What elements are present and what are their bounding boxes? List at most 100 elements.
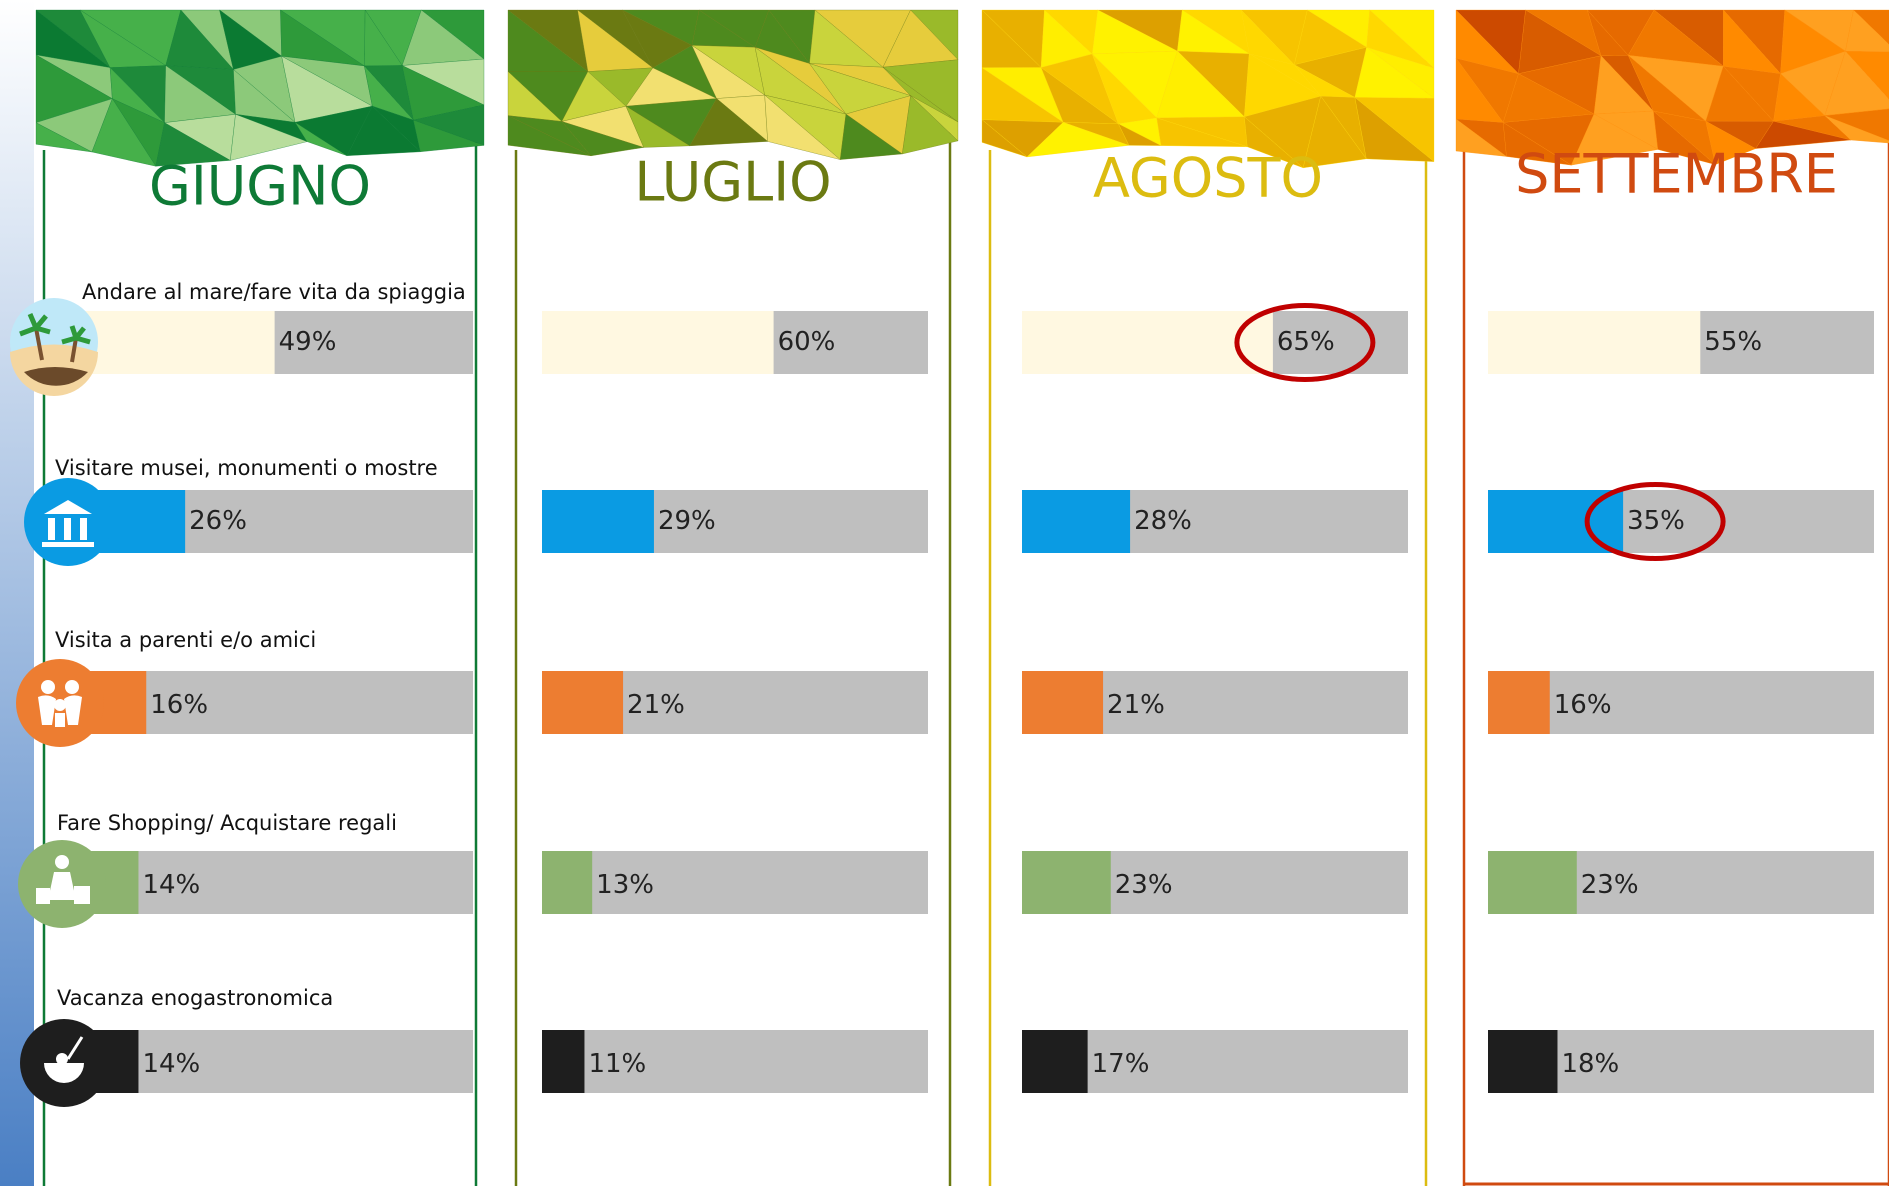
month-panel: GIUGNO 49% 26% 16% 14% 14% bbox=[35, 9, 485, 1186]
mosaic-tile bbox=[35, 122, 92, 153]
mosaic-tile bbox=[155, 122, 231, 167]
category-label: Andare al mare/fare vita da spiaggia bbox=[82, 280, 466, 304]
month-panel: SETTEMBRE 55% 35% 16% 23% 18% bbox=[1455, 9, 1889, 1186]
mosaic-tile bbox=[561, 121, 644, 156]
mosaic-tile bbox=[840, 113, 903, 160]
mosaic-tile bbox=[1755, 121, 1851, 149]
bar bbox=[1488, 851, 1577, 914]
mosaic-tile bbox=[1571, 113, 1659, 166]
bar-track bbox=[84, 851, 473, 914]
value-label: 16% bbox=[150, 690, 208, 720]
bar-track bbox=[542, 851, 928, 914]
bar bbox=[1488, 671, 1550, 734]
mosaic-tile bbox=[1705, 120, 1756, 165]
value-label: 18% bbox=[1561, 1049, 1619, 1079]
mosaic-tile bbox=[902, 95, 959, 155]
header-mosaic bbox=[507, 9, 959, 160]
mosaic-tile bbox=[1653, 110, 1716, 165]
mosaic-tile bbox=[230, 114, 308, 161]
value-label: 14% bbox=[142, 870, 200, 900]
value-label: 17% bbox=[1092, 1049, 1150, 1079]
bar bbox=[542, 311, 774, 374]
month-panel: LUGLIO 60% 29% 21% 13% 11% bbox=[507, 9, 959, 1186]
bar bbox=[1022, 671, 1104, 734]
value-label: 11% bbox=[588, 1049, 646, 1079]
header-mosaic bbox=[1455, 9, 1889, 166]
icon-family bbox=[16, 659, 104, 747]
bar bbox=[1022, 1030, 1088, 1093]
highlight-circle bbox=[1584, 482, 1726, 561]
mosaic-tile bbox=[346, 105, 421, 156]
category-label: Visitare musei, monumenti o mostre bbox=[55, 456, 438, 480]
value-label: 21% bbox=[627, 690, 685, 720]
bar-track bbox=[84, 1030, 473, 1093]
month-title: GIUGNO bbox=[149, 155, 371, 218]
bar-track bbox=[84, 671, 473, 734]
category-label: Fare Shopping/ Acquistare regali bbox=[57, 811, 397, 835]
side-strip bbox=[0, 0, 34, 1186]
mosaic-tile bbox=[1244, 116, 1304, 168]
mosaic-tile bbox=[764, 94, 841, 160]
value-label: 23% bbox=[1581, 870, 1639, 900]
mosaic-tile bbox=[625, 105, 691, 148]
mosaic-tile bbox=[294, 122, 348, 156]
bar bbox=[542, 1030, 585, 1093]
icon-museum bbox=[24, 478, 112, 566]
value-label: 55% bbox=[1704, 327, 1762, 357]
bar bbox=[1022, 311, 1273, 374]
mosaic-tile bbox=[1156, 117, 1248, 147]
value-label: 21% bbox=[1107, 690, 1165, 720]
mosaic-tile bbox=[981, 119, 1028, 158]
mosaic-tile bbox=[1824, 115, 1889, 144]
bar-track bbox=[1488, 671, 1874, 734]
icons bbox=[10, 298, 112, 1107]
bar bbox=[1488, 311, 1701, 374]
value-label: 14% bbox=[142, 1049, 200, 1079]
month-title: LUGLIO bbox=[634, 151, 831, 214]
mosaic-tile bbox=[1354, 97, 1435, 162]
bar bbox=[1488, 1030, 1558, 1093]
value-label: 35% bbox=[1627, 506, 1685, 536]
bar-track bbox=[542, 1030, 928, 1093]
category-label: Visita a parenti e/o amici bbox=[55, 628, 316, 652]
panel-border bbox=[514, 20, 952, 1186]
month-title: AGOSTO bbox=[1093, 147, 1323, 210]
panel-border bbox=[1462, 20, 1889, 1186]
panel-border bbox=[988, 20, 1428, 1186]
value-label: 65% bbox=[1277, 327, 1335, 357]
mosaic-tile bbox=[1502, 122, 1572, 166]
value-label: 13% bbox=[596, 870, 654, 900]
value-label: 60% bbox=[778, 327, 836, 357]
mosaic-tile bbox=[413, 119, 485, 152]
header-mosaic bbox=[35, 9, 485, 167]
bar bbox=[542, 490, 654, 553]
bar bbox=[1022, 851, 1111, 914]
mosaic-tile bbox=[689, 98, 769, 147]
month-title: SETTEMBRE bbox=[1515, 143, 1838, 206]
icon-food bbox=[20, 1019, 108, 1107]
mosaic-tile bbox=[91, 98, 157, 167]
value-label: 49% bbox=[279, 327, 337, 357]
value-label: 23% bbox=[1115, 870, 1173, 900]
icon-shopping bbox=[18, 840, 106, 928]
panels: GIUGNO 49% 26% 16% 14% 14% LUGLIO 60% 29% 21% 13% 1… bbox=[35, 9, 1889, 1186]
icon-beach bbox=[10, 298, 98, 396]
mosaic-tile bbox=[1026, 122, 1130, 158]
highlight-circle bbox=[1234, 303, 1376, 382]
mosaic-tile bbox=[1118, 123, 1162, 146]
value-label: 28% bbox=[1134, 506, 1192, 536]
month-panel: AGOSTO 65% 28% 21% 23% 17% bbox=[981, 9, 1435, 1186]
value-label: 26% bbox=[189, 506, 247, 536]
bar bbox=[1022, 490, 1131, 553]
value-label: 16% bbox=[1554, 690, 1612, 720]
bar bbox=[84, 311, 275, 374]
mosaic-tile bbox=[1455, 118, 1508, 157]
mosaic-tile bbox=[1302, 95, 1367, 169]
mosaic-tile bbox=[507, 115, 592, 156]
bar bbox=[542, 671, 624, 734]
value-label: 29% bbox=[658, 506, 716, 536]
header-mosaic bbox=[981, 9, 1435, 169]
bar bbox=[542, 851, 593, 914]
category-label: Vacanza enogastronomica bbox=[57, 986, 333, 1010]
